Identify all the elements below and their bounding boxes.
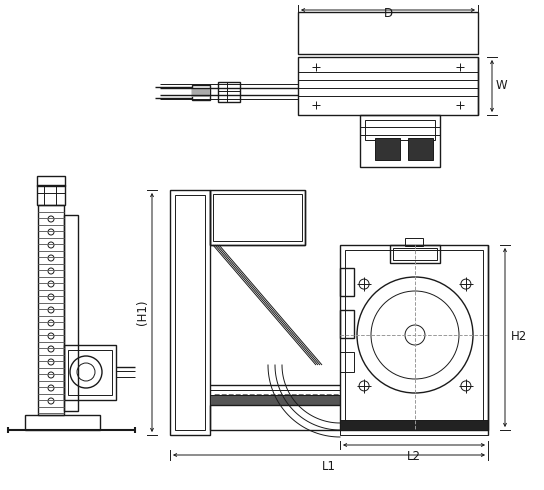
Bar [298, 12, 478, 54]
Bar [375, 138, 400, 160]
Bar [218, 82, 240, 102]
Polygon shape [222, 395, 227, 402]
Bar [408, 138, 433, 160]
Bar [64, 215, 78, 411]
Bar [393, 248, 437, 260]
Polygon shape [271, 395, 276, 402]
Bar [192, 88, 210, 97]
Polygon shape [327, 395, 332, 402]
Polygon shape [313, 395, 318, 402]
Bar [210, 395, 340, 405]
Polygon shape [264, 395, 269, 402]
Bar [340, 420, 488, 430]
Polygon shape [278, 395, 283, 402]
Polygon shape [229, 395, 234, 402]
Polygon shape [243, 395, 248, 402]
Polygon shape [299, 395, 304, 402]
Bar [37, 176, 65, 186]
Bar [37, 185, 65, 205]
Polygon shape [215, 395, 220, 402]
Bar [365, 120, 435, 140]
Bar [64, 345, 116, 400]
Bar [175, 195, 205, 430]
Bar [213, 194, 302, 241]
Text: H2: H2 [511, 330, 527, 343]
Text: W: W [496, 79, 508, 93]
Bar [38, 205, 64, 415]
Text: (H1): (H1) [136, 299, 149, 325]
Bar [345, 250, 483, 425]
Bar [340, 268, 354, 296]
Bar [68, 350, 112, 395]
Bar [340, 310, 354, 338]
Polygon shape [250, 395, 255, 402]
Bar [340, 352, 354, 372]
Bar [340, 245, 488, 430]
Polygon shape [292, 395, 297, 402]
Bar [210, 190, 305, 245]
Polygon shape [285, 395, 290, 402]
Bar [340, 430, 488, 435]
Bar [170, 190, 210, 435]
Text: D: D [384, 7, 393, 20]
Bar [298, 57, 478, 115]
Polygon shape [320, 395, 325, 402]
Bar [390, 245, 440, 263]
Polygon shape [306, 395, 311, 402]
Bar [405, 238, 423, 246]
Bar [360, 115, 440, 167]
Text: L1: L1 [322, 460, 336, 473]
Bar [25, 415, 100, 430]
Bar [192, 85, 210, 100]
Polygon shape [257, 395, 262, 402]
Text: L2: L2 [407, 450, 421, 463]
Polygon shape [334, 395, 339, 402]
Polygon shape [236, 395, 241, 402]
